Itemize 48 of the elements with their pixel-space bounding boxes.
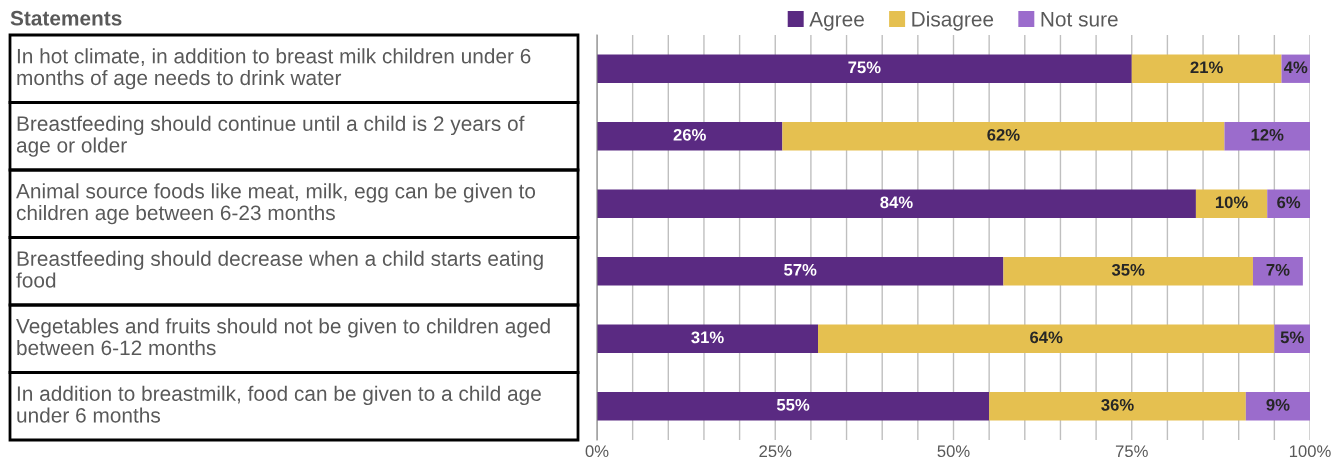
text: 64% <box>1030 331 1063 344</box>
bar <box>989 392 1246 421</box>
text: 4% <box>1283 61 1308 74</box>
y-tick-label: Vegetables and fruits should not be given to children aged between 6-12 months <box>16 318 550 356</box>
text: 21% <box>1190 61 1223 74</box>
bar <box>1245 392 1310 421</box>
bar <box>597 392 990 421</box>
x-tick-label: 25% <box>759 445 792 458</box>
y-tick-label: In hot climate, in addition to breast milk children under 6 months of age needs to drink water <box>17 48 531 90</box>
text: 62% <box>987 128 1020 141</box>
legend-label: Disagree <box>912 11 994 31</box>
text: 5% <box>1280 331 1304 344</box>
y-tick-label: In addition to breastmilk, food can be given to a child age under 6 months <box>17 385 541 423</box>
bar <box>1195 189 1268 218</box>
text: 10% <box>1215 196 1248 209</box>
bar <box>818 324 1275 353</box>
bar <box>597 54 1132 83</box>
text: 12% <box>1251 128 1284 141</box>
bar <box>782 122 1225 151</box>
text: 35% <box>1111 263 1145 276</box>
x-tick-label: 75% <box>1115 445 1148 458</box>
text: 84% <box>880 196 913 209</box>
text: 6% <box>1277 196 1301 209</box>
bar <box>1224 122 1310 151</box>
text: 7% <box>1266 263 1290 276</box>
x-tick-label: 100% <box>1289 445 1331 458</box>
x-tick-label: 50% <box>937 445 970 458</box>
y-tick-label: Breastfeeding should continue until a child is 2 years of age or older <box>16 115 525 157</box>
bar <box>1252 257 1303 286</box>
bar <box>597 257 1004 286</box>
text: 57% <box>784 263 817 276</box>
bar <box>1131 54 1282 83</box>
bar <box>1003 257 1253 286</box>
text: 36% <box>1101 398 1134 411</box>
legend-label: Not sure <box>1041 12 1118 27</box>
bar <box>597 189 1196 218</box>
text: 55% <box>776 398 810 411</box>
text: 26% <box>673 128 706 141</box>
text: 75% <box>848 61 881 74</box>
y-axis-title: Statements <box>10 10 122 26</box>
y-tick-label: Breastfeeding should decrease when a child starts eating food <box>16 250 543 288</box>
x-tick-label: 0% <box>585 445 609 458</box>
legend-label: Agree <box>809 12 864 31</box>
text: 9% <box>1266 398 1290 411</box>
bar <box>597 122 783 151</box>
text: 31% <box>691 331 724 344</box>
y-tick-label: Animal source foods like meat, milk, egg can be given to children age between 6-23 months <box>16 183 536 225</box>
bar <box>597 324 819 353</box>
